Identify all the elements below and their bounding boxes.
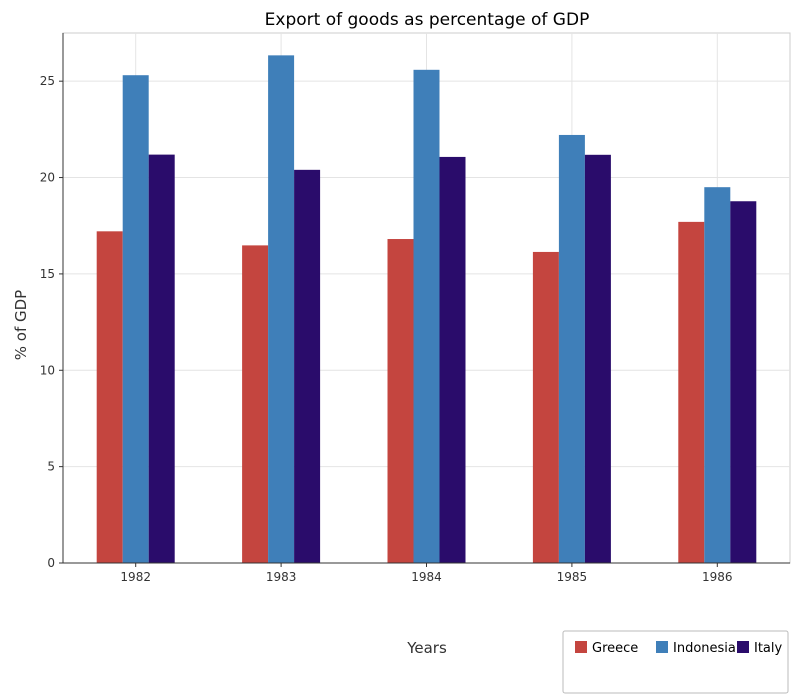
y-tick-label: 0	[47, 556, 55, 570]
bar-italy-1984	[439, 156, 466, 563]
bar-greece-1982	[96, 231, 123, 564]
plot-area: 0 5 10 15 20 25 1982 1983 1984 1985 1986	[40, 32, 791, 584]
y-tick-label: 20	[40, 171, 55, 185]
bar-indonesia-1984	[413, 69, 440, 563]
x-tick-label: 1982	[120, 570, 151, 584]
legend-label-indonesia: Indonesia	[673, 641, 736, 656]
y-tick-label: 5	[47, 460, 55, 474]
legend: Greece Indonesia Italy	[562, 630, 789, 694]
legend-swatch-indonesia	[656, 641, 668, 653]
x-tick-label: 1983	[266, 570, 297, 584]
y-axis-label: % of GDP	[12, 290, 30, 360]
bar-indonesia-1982	[122, 75, 149, 563]
x-tick-label: 1985	[557, 570, 588, 584]
x-tick-label: 1984	[411, 570, 442, 584]
bar-greece-1985	[532, 251, 559, 564]
bar-italy-1985	[584, 154, 611, 563]
bar-greece-1986	[678, 221, 705, 563]
bar-indonesia-1985	[558, 134, 585, 563]
bar-greece-1984	[387, 239, 414, 563]
bar-greece-1983	[242, 245, 269, 564]
bar-italy-1982	[148, 154, 175, 564]
x-tick-label: 1986	[702, 570, 733, 584]
legend-box	[562, 630, 789, 694]
x-axis-label: Years	[406, 639, 447, 657]
y-tick-label: 15	[40, 267, 55, 281]
legend-label-italy: Italy	[754, 641, 783, 656]
legend-swatch-italy	[737, 641, 749, 653]
bar-italy-1983	[294, 169, 321, 563]
chart-title: Export of goods as percentage of GDP	[265, 10, 590, 30]
legend-swatch-greece	[575, 641, 587, 653]
bar-indonesia-1986	[704, 187, 731, 563]
bar-indonesia-1983	[268, 55, 295, 564]
y-tick-label: 25	[40, 74, 55, 88]
y-tick-label: 10	[40, 363, 55, 377]
legend-label-greece: Greece	[592, 641, 638, 656]
bar-italy-1986	[730, 201, 757, 563]
